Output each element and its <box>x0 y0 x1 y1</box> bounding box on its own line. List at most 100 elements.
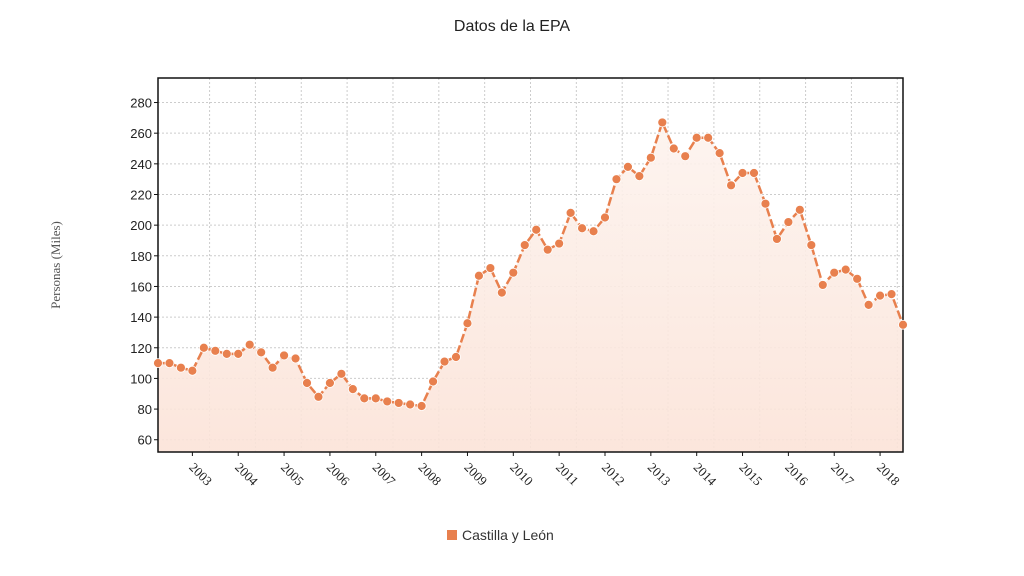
x-tick-label: 2017 <box>828 460 857 489</box>
data-point <box>439 356 450 367</box>
chart-subtitle: Datos de la EPA <box>453 18 571 35</box>
x-tick-label: 2004 <box>232 460 261 489</box>
data-point <box>508 267 519 278</box>
x-tick-label: 2010 <box>507 460 536 489</box>
data-point <box>680 151 691 162</box>
x-tick-label: 2016 <box>782 460 811 489</box>
plot-border <box>157 77 904 453</box>
data-point <box>852 273 863 284</box>
x-axis: 2003 2004 2005 2006 2007 2008 2009 2010 2011 2012… <box>186 452 903 489</box>
x-tick-label: 2005 <box>278 460 307 489</box>
data-point <box>256 347 267 358</box>
data-point <box>600 212 610 223</box>
data-point <box>577 223 587 234</box>
data-point <box>382 396 393 407</box>
data-point <box>428 376 438 387</box>
data-point <box>794 204 805 215</box>
data-point <box>210 345 221 356</box>
data-point <box>817 280 828 290</box>
data-point <box>634 171 645 181</box>
data-point <box>657 117 668 128</box>
data-point <box>863 299 874 310</box>
data-point <box>336 368 347 379</box>
data-point <box>176 362 186 373</box>
y-tick-label: 120 <box>130 341 152 356</box>
data-point <box>279 350 289 361</box>
y-tick-label: 80 <box>138 402 152 417</box>
y-tick-label: 180 <box>130 249 152 264</box>
data-point <box>760 198 771 209</box>
data-point <box>496 287 507 298</box>
data-point <box>451 352 461 362</box>
y-tick-label: 140 <box>130 310 152 325</box>
x-tick-label: 2007 <box>370 460 399 489</box>
legend-swatch <box>447 530 457 540</box>
data-point <box>405 399 416 410</box>
data-point <box>726 180 736 191</box>
y-tick-label: 200 <box>130 218 152 233</box>
data-point <box>714 148 725 159</box>
y-axis: 60 80 100 120 140 160 180 200 220 240 260 280 <box>130 96 158 448</box>
data-point <box>267 362 278 373</box>
data-point <box>668 143 679 154</box>
data-point <box>462 318 473 329</box>
y-tick-label: 100 <box>130 371 152 386</box>
y-tick-label: 280 <box>130 96 152 111</box>
data-point <box>806 240 817 250</box>
data-point <box>886 289 897 300</box>
data-point <box>164 358 175 368</box>
data-point <box>554 238 565 249</box>
data-point <box>474 270 484 281</box>
x-tick-label: 2011 <box>553 460 582 489</box>
data-point <box>691 132 702 143</box>
x-tick-label: 2008 <box>415 460 444 489</box>
x-tick-label: 2009 <box>461 460 490 489</box>
legend-label: Castilla y León <box>462 527 554 543</box>
data-point <box>645 152 656 163</box>
x-tick-label: 2014 <box>691 460 720 489</box>
plot-frame <box>157 77 904 453</box>
data-point <box>370 393 381 404</box>
data-point <box>153 358 163 368</box>
data-point <box>749 168 759 178</box>
data-point <box>829 267 840 278</box>
data-point <box>898 319 908 330</box>
x-tick-label: 2003 <box>186 460 215 489</box>
data-point <box>737 168 748 178</box>
data-point <box>485 263 496 273</box>
data-point <box>359 393 370 404</box>
data-point <box>783 217 794 227</box>
data-point <box>840 264 851 275</box>
data-point <box>187 365 198 376</box>
legend[interactable]: Castilla y León <box>447 527 554 543</box>
x-tick-label: 2013 <box>645 460 674 489</box>
y-tick-label: 260 <box>130 126 152 141</box>
data-point <box>313 391 324 402</box>
data-point <box>393 398 404 408</box>
x-tick-label: 2012 <box>599 460 628 489</box>
data-point <box>416 401 427 411</box>
data-point <box>531 224 542 235</box>
y-tick-label: 240 <box>130 157 152 172</box>
y-tick-label: 220 <box>130 187 152 202</box>
data-point <box>611 174 622 185</box>
data-point <box>565 207 576 218</box>
y-axis-label: Personas (Miles) <box>48 221 63 309</box>
x-tick-label: 2018 <box>874 460 903 489</box>
data-point <box>623 162 633 172</box>
series-points <box>153 117 908 411</box>
data-point <box>542 244 553 255</box>
area-fill <box>158 122 903 453</box>
data-point <box>347 384 358 395</box>
data-point <box>875 290 885 301</box>
data-point <box>302 378 312 388</box>
data-point <box>703 132 714 143</box>
y-tick-label: 160 <box>130 279 152 294</box>
data-point <box>244 339 255 350</box>
data-point <box>519 240 530 250</box>
x-tick-label: 2015 <box>736 460 765 489</box>
data-point <box>233 349 244 359</box>
y-tick-label: 60 <box>138 433 152 448</box>
data-point <box>198 342 209 353</box>
